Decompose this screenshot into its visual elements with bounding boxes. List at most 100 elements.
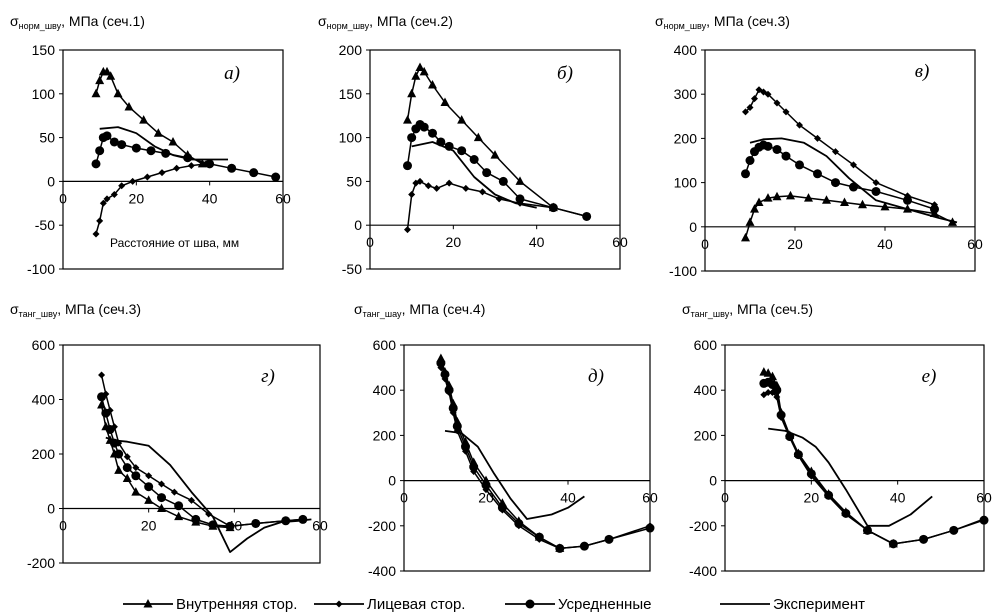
x-tick-label: 0 <box>701 236 709 252</box>
plot-frame <box>704 49 976 272</box>
data-point-circle <box>795 160 804 170</box>
data-point-diamond <box>129 177 137 185</box>
series-line-3 <box>440 362 651 550</box>
y-tick-label: 400 <box>694 382 718 398</box>
data-point-diamond <box>118 182 126 190</box>
panel-letter: д) <box>588 366 604 387</box>
y-tick-label: 200 <box>674 130 698 146</box>
data-point-diamond <box>110 191 118 199</box>
data-point-circle <box>281 516 291 526</box>
data-point-circle <box>105 424 115 434</box>
data-point-circle <box>146 146 156 156</box>
legend-marker-diamond <box>335 600 343 608</box>
x-tick-label: 20 <box>129 190 145 206</box>
x-tick-label: 0 <box>59 518 67 534</box>
data-point-circle <box>515 194 525 204</box>
y-axis-label: σнорм_шву, МПа (сеч.2) <box>318 13 453 31</box>
series-line-1 <box>763 371 894 545</box>
series-line-2 <box>763 391 985 545</box>
data-point-circle <box>131 143 141 153</box>
data-point-diamond <box>764 388 772 396</box>
data-point-circle <box>102 131 112 141</box>
y-axis-label-unit: , МПа (сеч.1) <box>61 13 145 29</box>
data-point-diamond <box>445 179 453 187</box>
data-point-triangle <box>804 193 813 202</box>
data-point-circle <box>979 515 989 525</box>
series-line-4 <box>99 126 228 161</box>
data-point-circle <box>469 462 479 472</box>
y-axis-label-unit: , МПа (сеч.4) <box>402 301 486 317</box>
series-line-2 <box>95 163 207 235</box>
data-point-circle <box>763 141 773 151</box>
panel-letter: а) <box>224 63 240 84</box>
data-point-circle <box>888 539 898 549</box>
data-point-circle <box>249 168 259 178</box>
y-tick-label: 200 <box>694 427 718 443</box>
y-axis-label-subscript: танг_шву <box>691 309 730 319</box>
data-point-diamond <box>158 480 166 488</box>
y-tick-label: 0 <box>47 501 55 517</box>
x-tick-label: 0 <box>721 490 729 506</box>
y-tick-label: -100 <box>669 263 697 279</box>
data-point-circle <box>440 369 450 379</box>
data-point-triangle <box>106 71 116 80</box>
data-point-circle <box>469 155 479 164</box>
y-tick-label: 300 <box>674 86 698 102</box>
data-point-circle <box>548 203 558 213</box>
data-point-diamond <box>92 230 100 238</box>
data-point-circle <box>831 178 840 188</box>
y-tick-label: 400 <box>674 42 698 58</box>
y-tick-label: 0 <box>47 173 55 189</box>
data-point-diamond <box>170 488 178 496</box>
data-point-diamond <box>123 453 131 461</box>
y-axis-label-sigma: σ <box>10 301 19 317</box>
data-point-triangle <box>131 487 141 496</box>
series-line-3 <box>100 396 303 527</box>
data-point-triangle <box>745 217 755 226</box>
data-point-circle <box>225 521 235 531</box>
x-tick-label: 60 <box>967 236 983 252</box>
x-axis-label: Расстояние от шва, мм <box>110 236 239 250</box>
data-point-diamond <box>773 99 781 107</box>
data-point-circle <box>251 518 261 528</box>
x-tick-label: 40 <box>890 490 906 506</box>
y-axis-label-subscript: норм_шву <box>19 21 62 31</box>
x-tick-label: 60 <box>612 234 628 250</box>
data-point-circle <box>97 392 107 402</box>
data-point-diamond <box>416 177 424 185</box>
data-point-circle <box>604 534 614 544</box>
data-point-diamond <box>173 164 181 172</box>
data-point-triangle <box>754 197 764 206</box>
series-line-1 <box>440 358 561 550</box>
data-point-triangle <box>772 191 782 201</box>
series-line-4 <box>411 141 537 209</box>
y-tick-label: 600 <box>373 337 397 353</box>
x-tick-label: 0 <box>366 234 374 250</box>
data-point-diamond <box>764 90 772 98</box>
legend-label: Лицевая стор. <box>367 596 465 613</box>
x-tick-label: 20 <box>141 518 157 534</box>
legend-item: Эксперимент <box>720 596 865 613</box>
data-point-circle <box>497 503 507 513</box>
data-point-circle <box>903 195 912 205</box>
data-point-circle <box>461 442 470 452</box>
y-axis-label-unit: , МПа (сеч.5) <box>729 301 813 317</box>
data-point-triangle <box>95 75 105 85</box>
y-tick-label: 0 <box>709 473 717 489</box>
data-point-circle <box>776 410 786 420</box>
series-line-3 <box>763 381 985 545</box>
y-axis-label-subscript: танг_шау <box>363 309 402 319</box>
data-point-triangle <box>763 368 773 377</box>
y-tick-label: -50 <box>35 217 55 233</box>
y-tick-label: -50 <box>342 261 362 277</box>
data-point-circle <box>582 211 592 221</box>
data-point-diamond <box>103 195 111 203</box>
y-tick-label: 200 <box>32 446 56 462</box>
x-tick-label: 40 <box>877 236 893 252</box>
data-point-diamond <box>433 184 441 192</box>
y-axis-label-sigma: σ <box>655 13 664 29</box>
data-point-diamond <box>751 95 758 103</box>
